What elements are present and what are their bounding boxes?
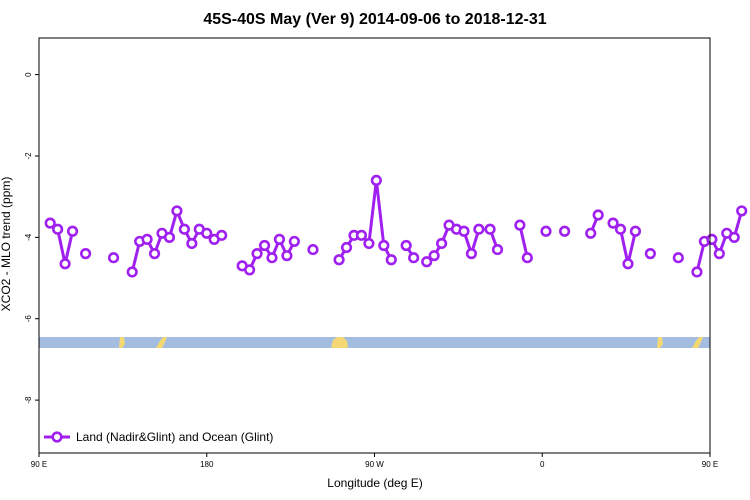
data-point [251,248,263,260]
data-point [607,217,619,229]
data-point [736,205,748,217]
land-patch [156,337,167,348]
data-point [44,217,56,229]
data-point [281,250,293,262]
data-point [266,252,278,264]
data-point [258,239,271,252]
x-tick-label: 0 [540,460,545,469]
land-ocean-strip [39,337,710,348]
data-point [614,223,627,235]
data-point [52,223,64,235]
x-tick-label: 180 [200,460,214,469]
data-series [44,174,748,278]
data-point [521,252,533,264]
data-point [340,241,353,254]
data-point [171,205,183,217]
y-tick-label: -8 [24,396,33,404]
data-point [385,254,397,266]
data-point [428,250,440,262]
data-point [473,223,485,235]
y-axis-label: XCO2 - MLO trend (ppm) [0,177,13,312]
data-point [408,252,420,264]
data-point [178,223,190,235]
data-point [436,237,448,250]
data-point [491,243,504,256]
x-tick-label: 90 E [31,460,47,469]
x-tick-label: 90 W [365,460,384,469]
data-point [540,225,552,237]
data-point [644,248,656,260]
data-point [484,223,496,235]
data-point [107,252,120,264]
data-point [216,229,228,241]
y-tick-label: -4 [24,233,33,241]
data-point [288,235,300,248]
data-point [141,233,153,245]
data-point [622,258,634,270]
data-point [126,266,138,278]
data-point [585,227,597,239]
data-point [59,258,71,270]
data-point [691,266,703,278]
x-axis-label: Longitude (deg E) [327,476,422,490]
y-tick-label: -2 [24,152,33,160]
data-point [458,225,470,237]
data-point [559,225,571,237]
data-point [355,229,368,241]
data-point [244,264,256,276]
data-point [333,254,345,266]
data-point [713,248,725,260]
land-patch [119,337,125,348]
legend-label: Land (Nadir&Glint) and Ocean (Glint) [76,430,273,444]
data-point [79,248,92,260]
data-point [672,252,684,264]
data-point [201,227,213,239]
data-point [465,248,478,260]
data-point [378,239,390,252]
legend: Land (Nadir&Glint) and Ocean (Glint) [44,430,273,444]
chart-title: 45S-40S May (Ver 9) 2014-09-06 to 2018-1… [203,11,546,28]
plot-frame [38,37,711,454]
data-point [728,231,740,243]
land-patch [692,337,703,348]
data-point [706,233,718,245]
data-point [400,239,412,252]
data-point [148,248,161,260]
land-patch [657,337,663,348]
data-point [514,219,526,231]
data-point [629,225,642,237]
data-point [186,237,198,250]
ocean-strip [39,337,710,348]
data-point [592,209,604,221]
data-point [307,243,319,256]
x-axis: 90 E 180 90 W 0 90 E [31,453,718,469]
land-patch [331,337,348,348]
x-tick-label: 90 E [702,460,718,469]
data-point [370,174,382,187]
data-point [273,233,286,245]
y-tick-label: 0 [24,72,33,77]
y-axis: 0 -2 -4 -6 -8 [24,72,39,404]
data-point [421,256,433,268]
y-tick-label: -6 [24,315,33,323]
legend-marker [51,431,63,443]
data-point [363,237,375,250]
data-point [163,231,176,243]
data-point [66,225,79,237]
